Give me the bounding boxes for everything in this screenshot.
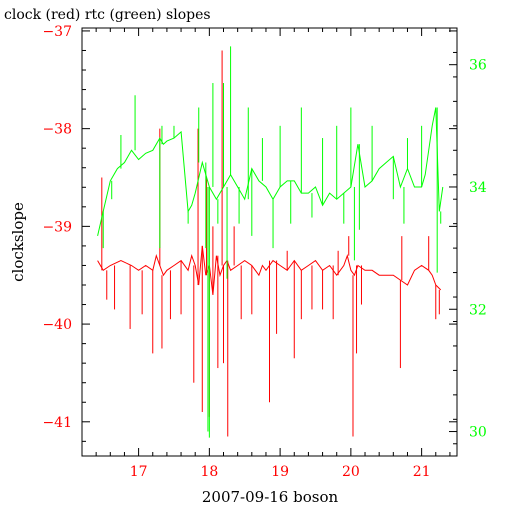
clock-series <box>97 50 442 437</box>
left-axis-ticks: −41 −40 −39 −38 −37 <box>42 24 457 442</box>
x-axis-label: 2007-09-16 boson <box>202 488 339 506</box>
x-axis-ticks: 17 18 19 20 21 <box>95 28 451 480</box>
rtc-series <box>97 46 444 438</box>
left-tick-label: −39 <box>42 219 72 235</box>
plot-frame <box>81 27 458 457</box>
y-axis-label: clockslope <box>9 202 27 282</box>
left-tick-label: −37 <box>42 24 72 40</box>
left-tick-label: −40 <box>42 317 72 333</box>
x-tick-label: 18 <box>200 464 218 480</box>
chart-title: clock (red) rtc (green) slopes <box>4 7 211 23</box>
right-tick-label: 34 <box>469 180 487 196</box>
left-tick-label: −41 <box>42 415 72 431</box>
clock-line <box>97 245 442 295</box>
x-tick-label: 20 <box>342 464 360 480</box>
x-tick-label: 21 <box>413 464 431 480</box>
right-tick-label: 36 <box>469 58 487 74</box>
x-tick-label: 19 <box>271 464 289 480</box>
right-tick-label: 30 <box>469 425 487 441</box>
left-tick-label: −38 <box>42 122 72 138</box>
x-tick-label: 17 <box>130 464 148 480</box>
right-tick-label: 32 <box>469 302 487 318</box>
right-axis-ticks: 30 32 34 36 <box>449 51 487 445</box>
rtc-line <box>97 107 444 237</box>
